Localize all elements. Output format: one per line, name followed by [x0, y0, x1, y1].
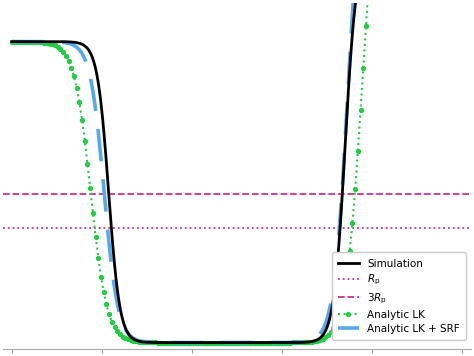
Legend: Simulation, $R_{\rm p}$, $3R_{\rm p}$, Analytic LK, Analytic LK + SRF: Simulation, $R_{\rm p}$, $3R_{\rm p}$, A…	[332, 252, 466, 340]
